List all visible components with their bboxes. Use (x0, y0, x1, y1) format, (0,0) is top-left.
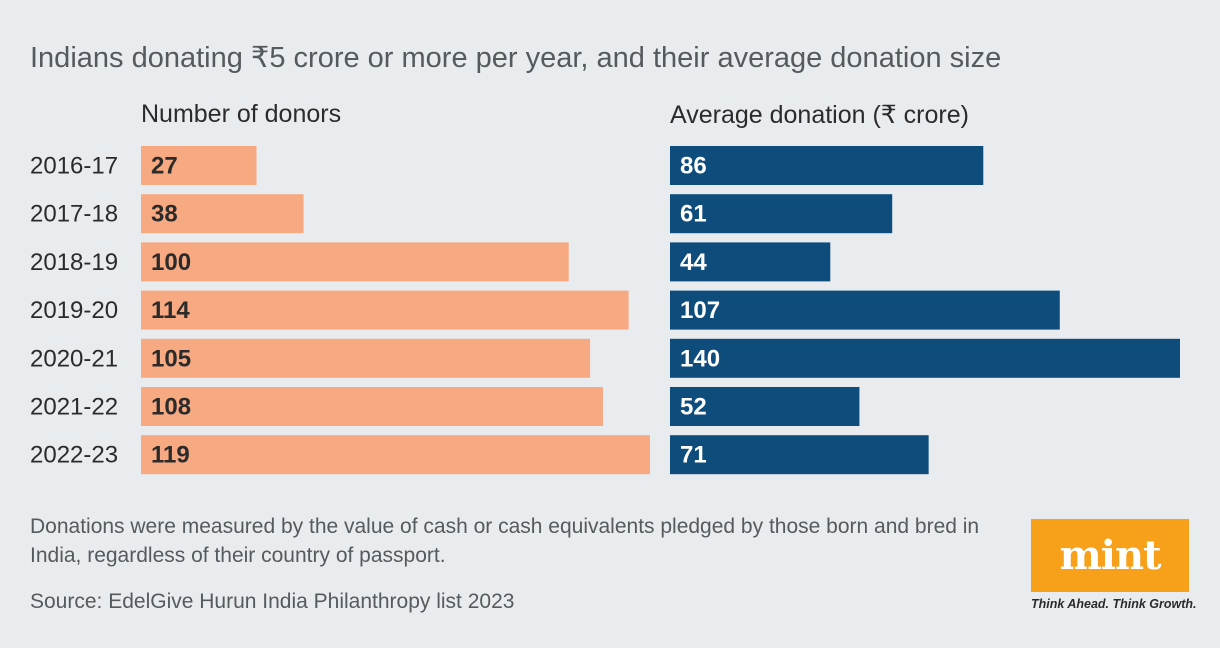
footnote: Donations were measured by the value of … (30, 515, 980, 567)
avg-donation-bar (670, 146, 984, 185)
donors-panel-title: Number of donors (141, 100, 342, 128)
tagline: Think Ahead. Think Growth. (1031, 597, 1197, 611)
donors-value-label: 108 (151, 394, 191, 421)
category-label: 2018-19 (30, 249, 118, 276)
donors-value-label: 114 (151, 297, 190, 324)
avg-donation-bar (670, 338, 1180, 378)
avg-donation-bar (670, 194, 893, 234)
source-note: Source: EdelGive Hurun India Philanthrop… (30, 590, 515, 613)
avg-donation-value-label: 107 (680, 297, 720, 324)
donors-bar (141, 146, 257, 185)
donors-value-label: 105 (151, 345, 191, 372)
avg-donation-bar (670, 435, 929, 475)
avg-donation-value-label: 86 (680, 153, 707, 180)
avg-donation-value-label: 44 (680, 249, 707, 276)
category-label: 2016-17 (30, 153, 118, 180)
mint-logo: mint (1031, 519, 1189, 592)
avg-donation-panel-title: Average donation (₹ crore) (670, 101, 969, 129)
donors-value-label: 119 (151, 442, 190, 469)
category-label: 2017-18 (30, 201, 118, 228)
category-label: 2019-20 (30, 297, 118, 324)
donors-bar (141, 194, 304, 234)
category-label: 2020-21 (30, 345, 118, 372)
avg-donation-bar (670, 387, 860, 426)
donors-bar (141, 242, 569, 282)
donors-bar (141, 290, 629, 330)
donors-value-label: 38 (151, 201, 178, 228)
avg-donation-bar (670, 290, 1060, 330)
avg-donation-value-label: 140 (680, 345, 720, 372)
donors-bar (141, 435, 650, 475)
avg-donation-value-label: 61 (680, 201, 707, 228)
avg-donation-value-label: 52 (680, 394, 707, 421)
donors-bar (141, 338, 591, 378)
category-label: 2021-22 (30, 394, 118, 421)
donors-bar (141, 387, 603, 426)
donors-value-label: 27 (151, 153, 178, 180)
category-label: 2022-23 (30, 442, 118, 469)
donors-value-label: 100 (151, 249, 191, 276)
avg-donation-bar (670, 242, 831, 282)
chart-title: Indians donating ₹5 crore or more per ye… (30, 42, 1002, 74)
logo-text: mint (1059, 532, 1161, 579)
avg-donation-value-label: 71 (680, 442, 707, 469)
